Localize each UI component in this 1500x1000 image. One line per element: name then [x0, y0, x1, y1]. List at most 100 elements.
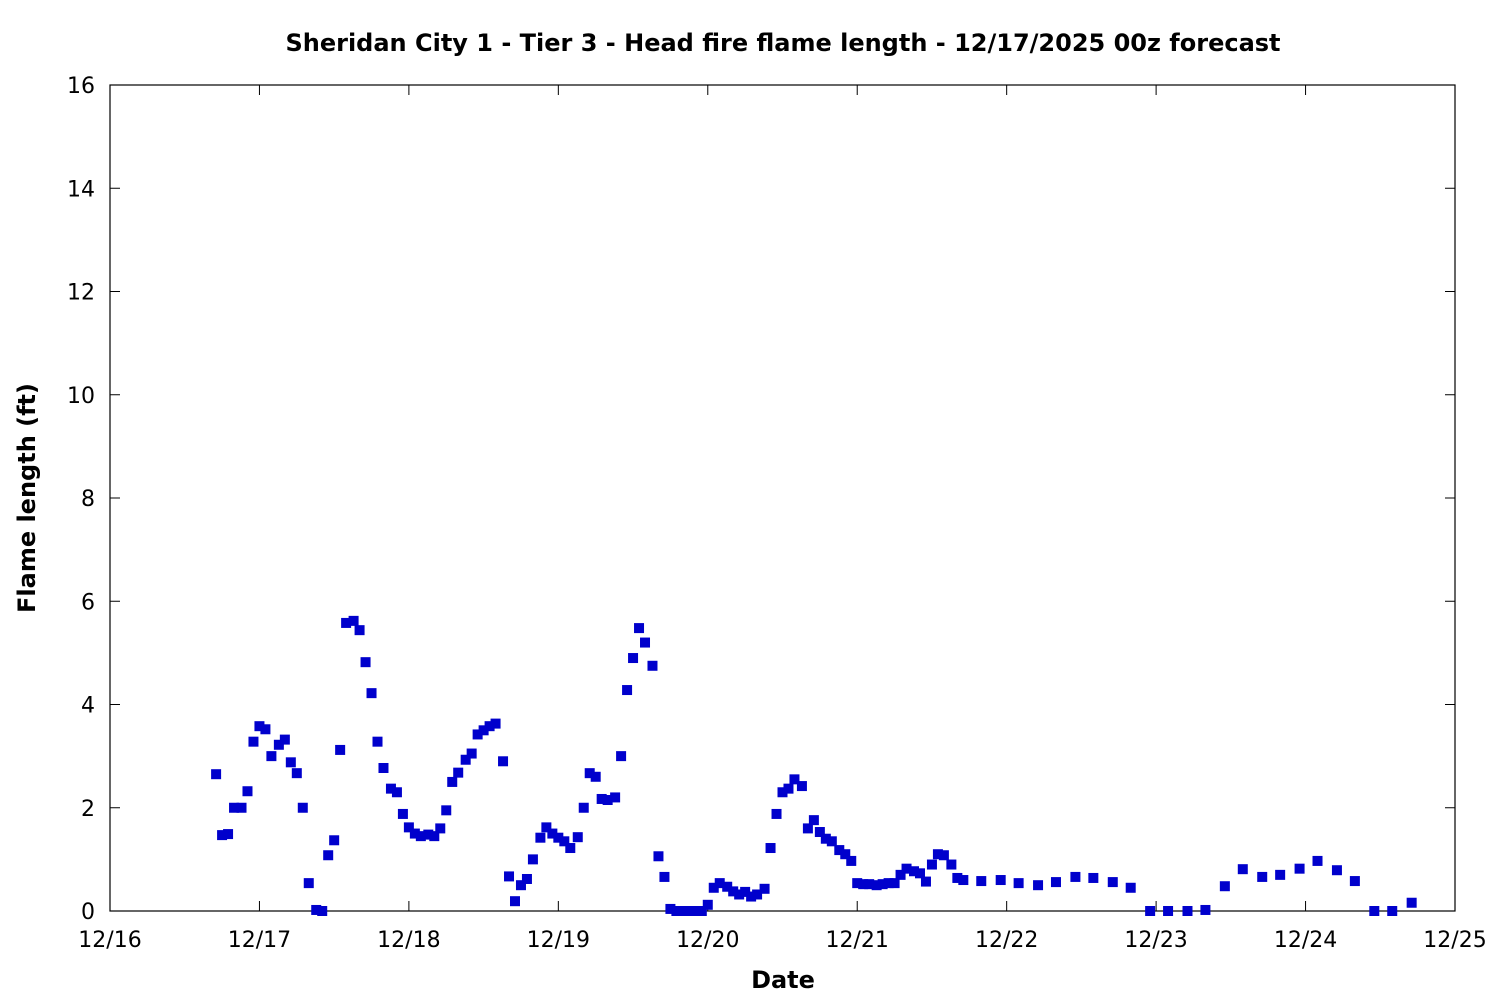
- data-point: [746, 891, 757, 902]
- data-point: [926, 859, 937, 870]
- data-point: [335, 744, 346, 755]
- data-point: [1369, 906, 1380, 916]
- data-point: [260, 724, 271, 735]
- data-point: [323, 850, 334, 861]
- data-points: [211, 615, 1417, 916]
- y-tick-label: 8: [81, 487, 95, 512]
- data-point: [995, 875, 1006, 886]
- data-point: [453, 767, 464, 778]
- data-point: [273, 739, 284, 750]
- data-point: [1406, 897, 1417, 908]
- data-point: [628, 653, 639, 664]
- data-point: [647, 660, 658, 671]
- data-point: [883, 878, 894, 889]
- data-point: [521, 873, 532, 884]
- data-point: [403, 822, 414, 833]
- data-point: [297, 802, 308, 813]
- plot-frame: [109, 84, 1456, 912]
- data-point: [671, 906, 682, 916]
- data-point: [1050, 877, 1061, 888]
- data-point: [826, 836, 837, 847]
- data-point: [1033, 880, 1044, 891]
- data-point: [285, 757, 296, 768]
- data-point: [572, 832, 583, 843]
- data-point: [914, 868, 925, 879]
- data-point: [722, 881, 733, 892]
- y-tick-label: 2: [81, 797, 95, 822]
- data-point: [640, 637, 651, 648]
- data-point: [385, 783, 396, 794]
- data-point: [1312, 855, 1323, 866]
- data-point: [254, 721, 265, 732]
- data-point: [553, 832, 564, 843]
- data-point: [834, 845, 845, 856]
- data-point: [690, 906, 701, 916]
- data-point: [242, 786, 253, 797]
- data-point: [229, 802, 240, 813]
- data-point: [360, 657, 371, 668]
- x-tick-label: 12/24: [1274, 928, 1337, 953]
- data-point: [291, 768, 302, 779]
- y-tick-label: 12: [67, 281, 95, 306]
- data-point: [952, 872, 963, 883]
- x-tick-label: 12/23: [1124, 928, 1187, 953]
- data-point: [372, 736, 383, 747]
- data-point: [1107, 877, 1118, 888]
- data-point: [796, 781, 807, 792]
- data-point: [248, 736, 259, 747]
- data-point: [1200, 904, 1211, 915]
- data-point: [864, 879, 875, 890]
- data-point: [665, 903, 676, 914]
- data-point: [435, 823, 446, 834]
- chart-title: Sheridan City 1 - Tier 3 - Head fire fla…: [285, 29, 1280, 57]
- data-point: [378, 762, 389, 773]
- data-point: [1219, 881, 1230, 892]
- data-point: [223, 829, 234, 840]
- data-point: [728, 886, 739, 897]
- data-point: [846, 855, 857, 866]
- data-point: [634, 623, 645, 634]
- data-point: [820, 833, 831, 844]
- data-point: [515, 880, 526, 891]
- data-point: [478, 725, 489, 736]
- data-point: [535, 832, 546, 843]
- x-tick-label: 12/20: [676, 928, 739, 953]
- data-point: [217, 830, 228, 841]
- y-tick-label: 0: [81, 900, 95, 925]
- data-point: [391, 787, 402, 798]
- data-point: [409, 828, 420, 839]
- x-tick-label: 12/21: [826, 928, 889, 953]
- data-point: [584, 768, 595, 779]
- data-point: [684, 906, 695, 916]
- data-point: [616, 751, 627, 762]
- data-point: [565, 843, 576, 854]
- data-point: [895, 869, 906, 880]
- data-point: [1070, 871, 1081, 882]
- data-point: [610, 792, 621, 803]
- data-point: [920, 876, 931, 887]
- data-point: [909, 866, 920, 877]
- data-point: [578, 802, 589, 813]
- data-point: [423, 829, 434, 840]
- data-point: [211, 769, 222, 780]
- data-point: [602, 795, 613, 806]
- data-point: [1013, 878, 1024, 889]
- data-point: [415, 831, 426, 842]
- data-point: [547, 828, 558, 839]
- data-point: [466, 748, 477, 759]
- data-point: [472, 729, 483, 740]
- data-point: [498, 756, 509, 767]
- data-point: [317, 906, 328, 916]
- data-point: [1237, 864, 1248, 875]
- x-axis-label: Date: [751, 966, 815, 994]
- data-point: [852, 878, 863, 889]
- data-point: [765, 843, 776, 854]
- data-point: [348, 615, 359, 626]
- data-point: [946, 859, 957, 870]
- x-tick-label: 12/22: [975, 928, 1038, 953]
- x-tick-label: 12/17: [228, 928, 291, 953]
- data-point: [802, 823, 813, 834]
- data-point: [266, 751, 277, 762]
- data-point: [677, 906, 688, 916]
